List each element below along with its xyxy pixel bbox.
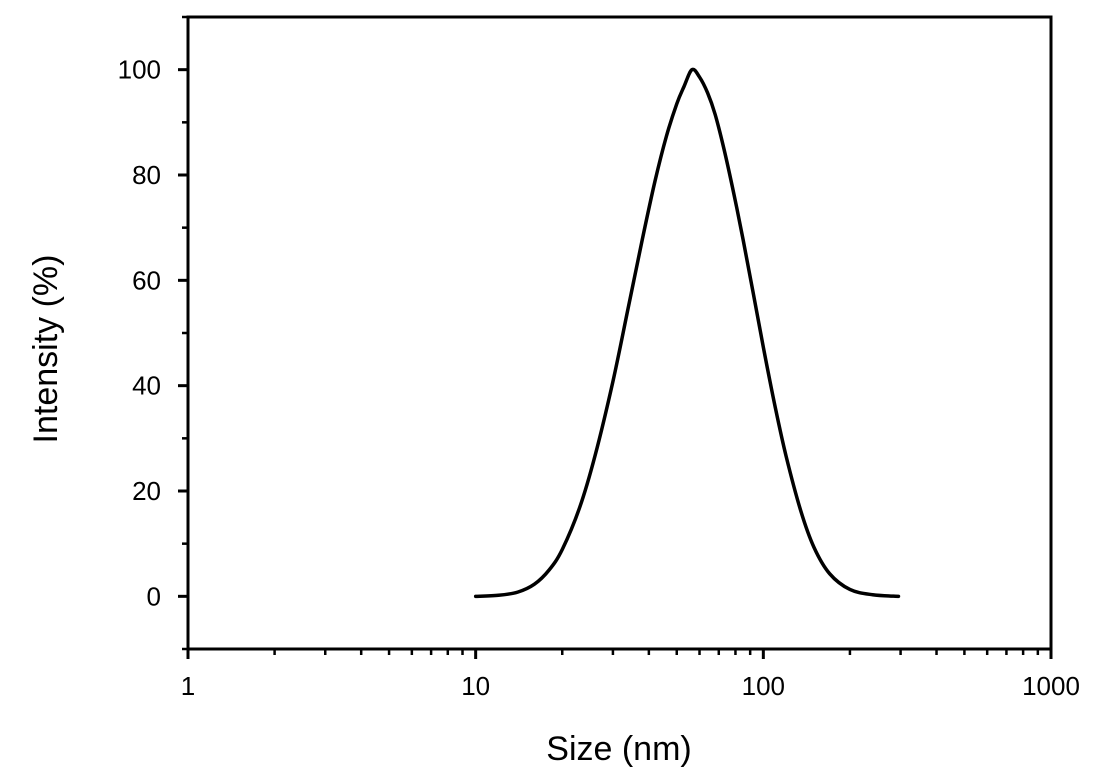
- y-tick-label: 100: [118, 55, 161, 85]
- x-axis-title: Size (nm): [546, 730, 691, 768]
- x-tick-label: 1: [181, 671, 195, 701]
- axis-tick-labels: 1 10 100 1000 0 20 40 60 80 100: [118, 55, 1080, 701]
- y-tick-label: 0: [147, 581, 161, 611]
- x-tick-label: 1000: [1022, 671, 1080, 701]
- y-tick-label: 20: [132, 476, 161, 506]
- y-tick-label: 60: [132, 265, 161, 295]
- intensity-curve: [473, 67, 901, 599]
- y-axis-title: Intensity (%): [27, 255, 65, 444]
- axis-ticks: [178, 15, 1053, 659]
- y-tick-label: 80: [132, 160, 161, 190]
- plot-frame: [186, 15, 1053, 651]
- x-tick-label: 100: [742, 671, 785, 701]
- x-tick-label: 10: [461, 671, 490, 701]
- y-tick-label: 40: [132, 371, 161, 401]
